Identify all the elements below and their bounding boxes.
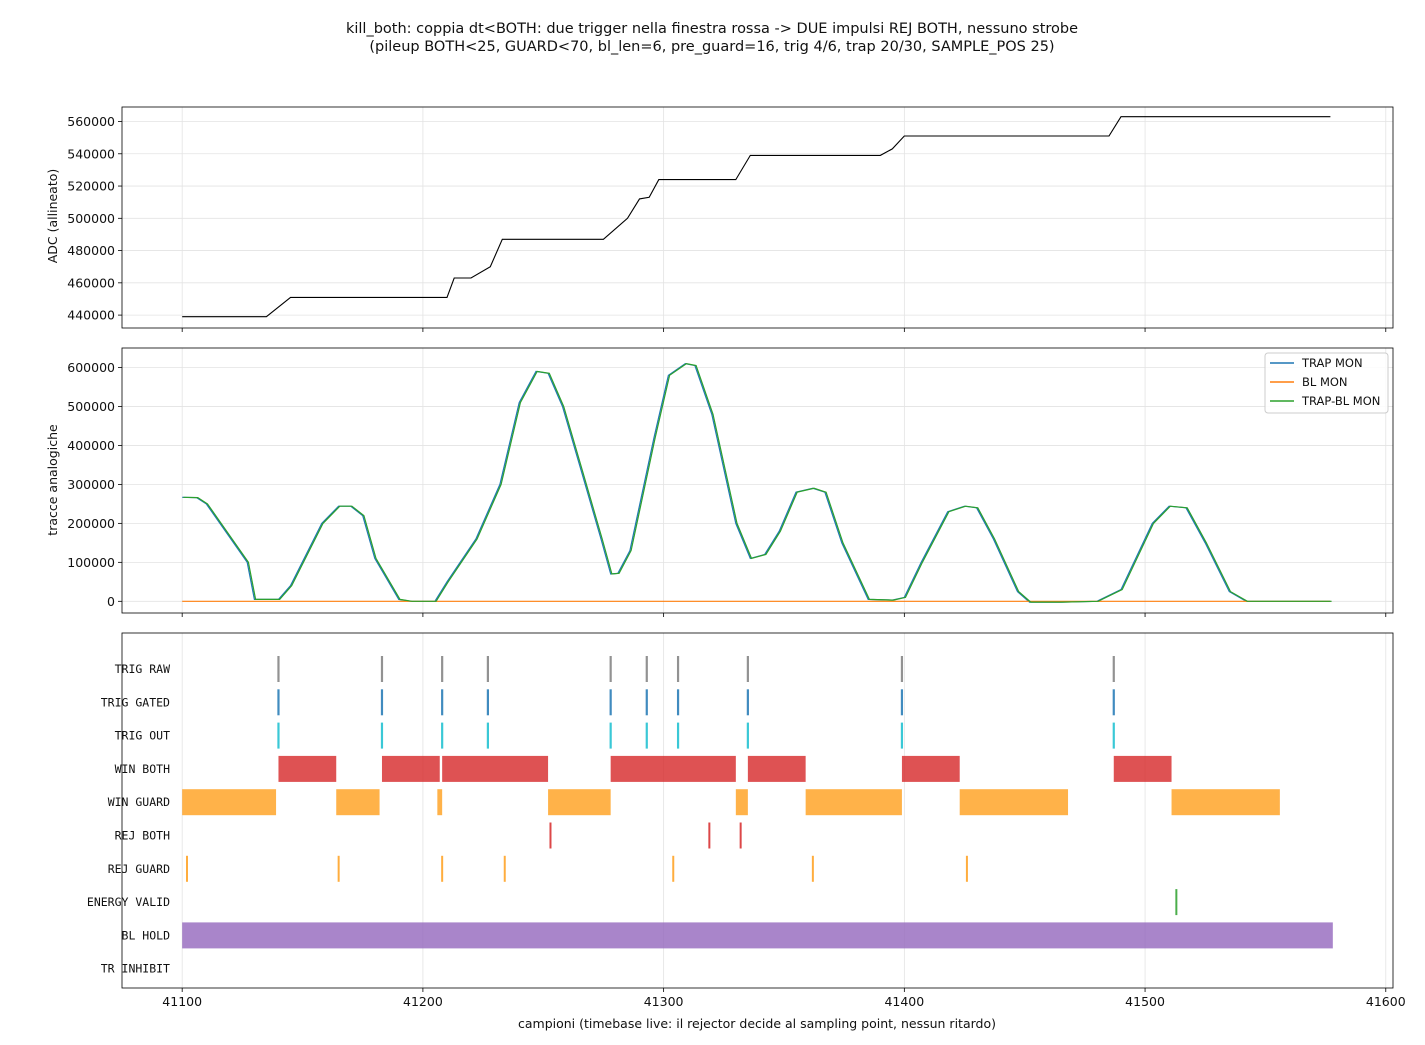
x-tick-label: 41100 — [162, 994, 202, 1009]
bar-win-guard — [735, 789, 748, 816]
bar-win-guard — [548, 789, 611, 816]
adc-panel-ylabel: ADC (allineato) — [45, 169, 60, 264]
axes-frame — [121, 632, 1394, 989]
series-line-trap-mon — [182, 362, 1331, 603]
bar-win-guard — [336, 789, 380, 816]
bar-win-guard — [959, 789, 1069, 816]
y-tick-label: 560000 — [67, 114, 115, 129]
legend-label: TRAP MON — [1301, 356, 1363, 370]
legend-box — [1264, 352, 1389, 414]
bar-win-both — [1113, 755, 1172, 782]
y-tick-label: 300000 — [67, 477, 115, 492]
row-label-trig-out: TRIG OUT — [115, 729, 170, 743]
adc-panel: ADC (allineato) 440000 460000 480000 500000… — [45, 106, 1394, 332]
row-label-win-both: WIN BOTH — [115, 762, 170, 776]
bar-bl-hold — [182, 922, 1333, 949]
x-tick-label: 41200 — [403, 994, 443, 1009]
bar-win-both — [747, 755, 806, 782]
axes-frame — [121, 347, 1394, 614]
row-label-energy-valid: ENERGY VALID — [87, 895, 170, 909]
analog-panel-ylabel: tracce analogiche — [45, 424, 60, 536]
bar-win-both — [901, 755, 960, 782]
y-tick-label: 200000 — [67, 516, 115, 531]
y-tick-label: 440000 — [67, 308, 115, 323]
legend-label: BL MON — [1302, 375, 1348, 389]
row-label-rej-both: REJ BOTH — [115, 829, 170, 843]
bar-win-both — [381, 755, 440, 782]
bar-win-guard — [182, 789, 277, 816]
chart-title-line2: (pileup BOTH<25, GUARD<70, bl_len=6, pre… — [369, 39, 1054, 55]
y-tick-label: 0 — [107, 594, 115, 609]
digital-timeline-panel: campioni (timebase live: il rejector dec… — [87, 632, 1406, 1031]
bar-win-both — [610, 755, 736, 782]
bar-win-guard — [437, 789, 443, 816]
x-tick-label: 41500 — [1125, 994, 1165, 1009]
bar-win-guard — [1171, 789, 1280, 816]
x-tick-label: 41400 — [884, 994, 924, 1009]
x-tick-label: 41300 — [644, 994, 684, 1009]
row-label-bl-hold: BL HOLD — [122, 928, 171, 942]
y-tick-label: 100000 — [67, 555, 115, 570]
y-tick-label: 540000 — [67, 146, 115, 161]
series-line-trap-bl-mon — [183, 362, 1332, 603]
y-tick-label: 480000 — [67, 243, 115, 258]
series-line-adc — [182, 116, 1331, 318]
row-label-trig-gated: TRIG GATED — [101, 695, 170, 709]
row-label-win-guard: WIN GUARD — [108, 795, 170, 809]
y-tick-label: 500000 — [67, 211, 115, 226]
bar-win-guard — [805, 789, 902, 816]
y-tick-label: 600000 — [67, 360, 115, 375]
analog-traces-panel: tracce analogiche 0 100000 200000 300000 400… — [45, 347, 1394, 617]
x-tick-label: 41600 — [1366, 994, 1406, 1009]
row-label-trig-raw: TRIG RAW — [115, 662, 170, 676]
row-label-rej-guard: REJ GUARD — [108, 862, 170, 876]
bar-win-both — [278, 755, 337, 782]
y-tick-label: 520000 — [67, 179, 115, 194]
timeline-xlabel: campioni (timebase live: il rejector dec… — [518, 1016, 996, 1031]
y-tick-label: 460000 — [67, 275, 115, 290]
y-tick-label: 400000 — [67, 438, 115, 453]
legend-label: TRAP-BL MON — [1301, 394, 1380, 408]
axes-frame — [121, 106, 1394, 329]
chart-title-line1: kill_both: coppia dt<BOTH: due trigger n… — [346, 21, 1078, 37]
row-label-tr-inhibit: TR INHIBIT — [101, 962, 170, 976]
y-tick-label: 500000 — [67, 399, 115, 414]
bar-win-both — [442, 755, 549, 782]
